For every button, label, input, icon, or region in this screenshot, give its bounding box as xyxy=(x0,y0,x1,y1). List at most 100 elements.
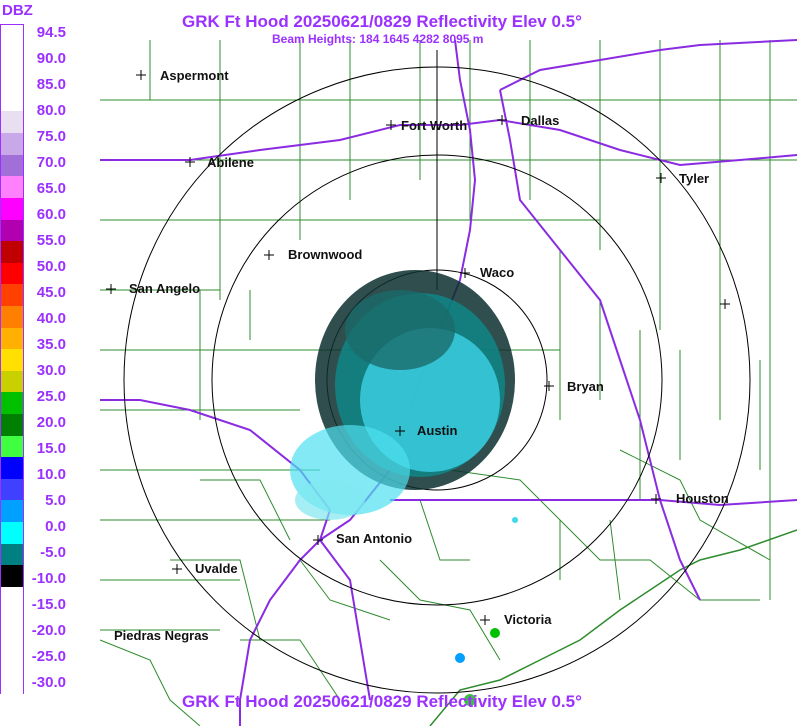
legend-tick-label: 94.5 xyxy=(0,24,70,41)
city-label-waco: Waco xyxy=(480,265,514,280)
legend-tick-text: 15.0 xyxy=(36,440,66,457)
legend-color-swatch xyxy=(1,284,23,307)
legend-unit: DBZ xyxy=(2,2,33,19)
legend-tick-label: 55.0 xyxy=(0,232,70,249)
legend-color-swatch xyxy=(1,543,23,566)
legend-color-swatch xyxy=(1,586,23,610)
legend-tick-text: 25.0 xyxy=(36,388,66,405)
coastline xyxy=(429,529,797,726)
legend-color-swatch xyxy=(1,414,23,437)
legend-color-swatch xyxy=(1,673,23,696)
legend-color-swatch xyxy=(1,651,23,674)
legend-color-swatch xyxy=(1,478,23,501)
legend-tick-text: -30.0 xyxy=(31,674,66,691)
page-title: GRK Ft Hood 20250621/0829 Reflectivity E… xyxy=(182,12,582,31)
legend-tick-text: 50.0 xyxy=(36,258,66,275)
legend-color-swatch xyxy=(1,46,23,69)
legend-tick-label: 45.0 xyxy=(0,284,70,301)
legend-tick-label: -25.0 xyxy=(0,648,70,665)
legend-color-swatch xyxy=(1,435,23,458)
city-label-houston: Houston xyxy=(676,491,729,506)
legend-tick-label: 5.0 xyxy=(0,492,70,509)
legend-color-swatch xyxy=(1,197,23,220)
city-label-abilene: Abilene xyxy=(207,155,254,170)
legend-tick-label: -30.0 xyxy=(0,674,70,691)
legend-color-swatch xyxy=(1,25,23,48)
legend-tick-text: 30.0 xyxy=(36,362,66,379)
legend-tick-text: 65.0 xyxy=(36,180,66,197)
legend-tick-text: 85.0 xyxy=(36,76,66,93)
city-label-bryan: Bryan xyxy=(567,379,604,394)
legend-tick-label: 60.0 xyxy=(0,206,70,223)
legend-tick-label: 50.0 xyxy=(0,258,70,275)
legend-tick-label: 25.0 xyxy=(0,388,70,405)
legend-tick-text: 70.0 xyxy=(36,154,66,171)
city-label-san-angelo: San Angelo xyxy=(129,281,200,296)
legend-color-swatch xyxy=(1,262,23,285)
legend-tick-label: -10.0 xyxy=(0,570,70,587)
city-label-victoria: Victoria xyxy=(504,612,552,627)
legend-color-swatch xyxy=(1,392,23,415)
legend-color-swatch xyxy=(1,133,23,156)
legend-color-swatch xyxy=(1,241,23,264)
legend-color-swatch xyxy=(1,176,23,199)
legend-tick-text: -20.0 xyxy=(31,622,66,639)
city-markers xyxy=(106,70,730,625)
legend-color-swatch xyxy=(1,154,23,177)
legend-color-swatch xyxy=(1,327,23,350)
legend-tick-label: 80.0 xyxy=(0,102,70,119)
legend-tick-text: 0.0 xyxy=(45,518,66,535)
city-label-san-antonio: San Antonio xyxy=(336,531,412,546)
legend-color-swatch xyxy=(1,522,23,545)
legend-color-swatch xyxy=(1,608,23,631)
legend-tick-text: 75.0 xyxy=(36,128,66,145)
highways xyxy=(100,39,797,726)
city-label-piedras-negras: Piedras Negras xyxy=(114,628,209,643)
legend-tick-text: 35.0 xyxy=(36,336,66,353)
legend-color-swatch xyxy=(1,305,23,329)
city-label-aspermont: Aspermont xyxy=(160,68,229,83)
legend-tick-label: -20.0 xyxy=(0,622,70,639)
legend-color-swatch xyxy=(1,219,23,242)
legend-tick-label: 15.0 xyxy=(0,440,70,457)
legend-tick-text: -10.0 xyxy=(31,570,66,587)
reflectivity-echoes xyxy=(290,270,518,706)
legend-color-swatch xyxy=(1,457,23,480)
legend-tick-text: -15.0 xyxy=(31,596,66,613)
legend-color-swatch xyxy=(1,500,23,523)
city-label-brownwood: Brownwood xyxy=(288,247,362,262)
city-label-fort-worth: Fort Worth xyxy=(401,118,467,133)
legend-tick-text: 5.0 xyxy=(45,492,66,509)
legend-tick-text: 80.0 xyxy=(36,102,66,119)
footer-title: GRK Ft Hood 20250621/0829 Reflectivity E… xyxy=(182,692,582,711)
range-rings xyxy=(123,50,751,694)
legend-tick-label: 35.0 xyxy=(0,336,70,353)
legend-color-bar xyxy=(0,24,24,696)
legend-color-swatch xyxy=(1,349,23,372)
legend-color-swatch xyxy=(1,68,23,91)
legend-tick-label: 20.0 xyxy=(0,414,70,431)
city-label-uvalde: Uvalde xyxy=(195,561,238,576)
beam-heights: Beam Heights: 184 1645 4282 8095 m xyxy=(272,32,484,46)
legend-tick-text: 60.0 xyxy=(36,206,66,223)
legend-tick-text: -25.0 xyxy=(31,648,66,665)
legend-tick-label: 70.0 xyxy=(0,154,70,171)
legend-tick-label: -5.0 xyxy=(0,544,70,561)
legend-tick-label: 75.0 xyxy=(0,128,70,145)
dbz-legend: DBZ xyxy=(0,0,33,700)
legend-tick-text: 10.0 xyxy=(36,466,66,483)
legend-tick-text: 90.0 xyxy=(36,50,66,67)
legend-color-swatch xyxy=(1,111,23,134)
legend-tick-text: 20.0 xyxy=(36,414,66,431)
legend-tick-text: -5.0 xyxy=(40,544,66,561)
legend-tick-label: 0.0 xyxy=(0,518,70,535)
legend-tick-text: 40.0 xyxy=(36,310,66,327)
legend-tick-label: -15.0 xyxy=(0,596,70,613)
legend-tick-label: 30.0 xyxy=(0,362,70,379)
county-boundaries xyxy=(99,40,797,726)
legend-color-swatch xyxy=(1,89,23,112)
legend-tick-label: 40.0 xyxy=(0,310,70,327)
legend-tick-label: 85.0 xyxy=(0,76,70,93)
legend-tick-text: 94.5 xyxy=(36,24,66,41)
